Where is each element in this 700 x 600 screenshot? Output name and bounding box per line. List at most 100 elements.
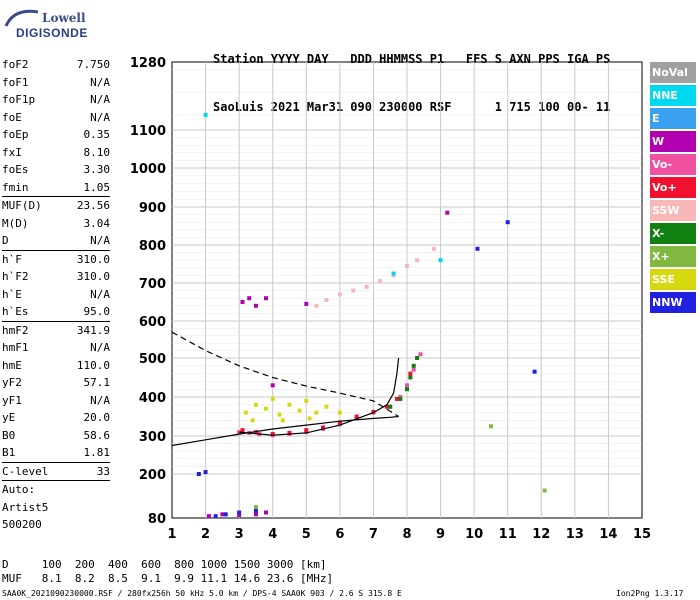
data-point-ssw [405,263,409,268]
data-point-w [237,513,242,518]
param-key: hmF1 [2,341,29,354]
data-point-x [415,356,420,360]
param-separator [2,196,110,197]
param-row: h`E N/A [2,286,110,304]
param-value: 110.0 [76,358,110,372]
data-point-ssw [314,303,319,308]
data-point-vo [270,432,275,437]
param-row: foF1p N/A [2,91,110,109]
y-tick-label: 1000 [130,162,166,177]
data-point-vo [411,367,416,372]
param-row: Artist5 [2,499,110,517]
data-point-ssw [378,279,383,284]
data-point-vo [394,396,399,401]
param-row: hmF2 341.9 [2,322,110,340]
param-row: h`F 310.0 [2,251,110,269]
param-key: fxI [2,145,22,159]
param-key: B0 [2,428,16,442]
param-row: h`Es 95.0 [2,303,110,321]
param-row: foEp 0.35 [2,126,110,144]
param-value: 341.9 [76,323,110,337]
param-key: Artist5 [2,500,49,514]
data-point-sse [243,410,248,415]
param-key: 500200 [2,518,42,531]
data-point-x [405,387,409,392]
param-value: 0.35 [83,128,111,141]
param-row: fxI 8.10 [2,144,110,162]
data-point-x [411,363,416,368]
param-value: 310.0 [76,270,110,283]
x-tick-label: 2 [201,527,210,542]
param-value: N/A [90,393,110,407]
data-point-w [247,296,252,301]
data-point-vo [240,428,245,433]
data-point-x [388,404,393,409]
legend-entry-nnw: NNW [650,292,696,313]
param-value: 1.05 [83,180,111,194]
footer-version: Ion2Png 1.3.17 [616,589,684,598]
x-tick-label: 8 [402,527,411,542]
logo-digisonde-text: DIGISONDE [16,26,88,40]
param-key: Auto: [2,483,36,496]
x-tick-label: 5 [302,527,311,542]
footer-muf-line: MUF 8.1 8.2 8.5 9.1 9.9 11.1 14.6 23.6 [… [2,572,334,585]
param-value: 23.56 [76,199,110,212]
param-row: D N/A [2,232,110,250]
data-point-w [445,210,450,215]
logo-lowell-text: Lowell [42,11,86,25]
data-point-sse [277,412,282,417]
param-row: yF1 N/A [2,392,110,410]
data-point-nnw [196,472,201,476]
param-value: 3.30 [83,163,111,176]
param-value: N/A [90,341,110,354]
data-point-w [220,512,225,517]
scaled-parameters-panel: foF2 7.750 foF1 N/A foF1p N/A foE N/A foEp 0.35 fx… [2,56,110,534]
y-tick-label: 800 [139,239,166,254]
legend-entry-noval: NoVal [650,62,696,83]
param-row: C-level 33 [2,463,110,481]
header-line-2: SaoLuis 2021 Mar31 090 230000 RSF 1 715 … [213,100,611,114]
y-tick-label: 200 [139,468,166,483]
param-key: foF1 [2,75,29,89]
data-point-sse [304,398,309,403]
legend-entry-nne: NNE [650,85,696,106]
virtual-height-trace-curve [239,357,400,436]
x-tick-label: 9 [436,527,445,542]
data-point-w [206,514,211,519]
data-point-vo [408,371,413,376]
data-point-sse [250,418,255,423]
param-value: 310.0 [76,252,110,266]
param-row: fmin 1.05 [2,179,110,197]
y-tick-label: 80 [148,512,166,527]
param-key: M(D) [2,216,29,230]
x-tick-label: 1 [167,527,176,542]
param-row: h`F2 310.0 [2,268,110,286]
param-key: D [2,234,9,247]
param-row: MUF(D) 23.56 [2,197,110,215]
legend-entry-e: E [650,108,696,129]
param-value: 20.0 [83,411,111,424]
param-key: h`Es [2,305,29,318]
data-point-ssw [431,246,436,251]
y-tick-label: 700 [139,277,166,292]
data-point-nnw [532,369,537,374]
data-point-vo [405,383,409,388]
data-point-ssw [351,288,356,293]
data-point-sse [280,418,285,423]
data-point-vo [418,352,423,357]
y-tick-label: 1100 [130,124,166,139]
param-separator [2,461,110,463]
data-point-nnw [253,508,258,513]
data-point-nnw [203,470,208,475]
lowell-digisonde-logo: Lowell DIGISONDE [4,6,104,46]
param-row: hmF1 N/A [2,339,110,357]
param-key: hmE [2,358,22,372]
data-point-vo [321,425,326,430]
param-key: foEs [2,163,29,176]
param-value: N/A [90,110,110,124]
footer-file-info: SAA0K_2021090230000.RSF / 280fx256h 50 k… [2,589,402,598]
param-row: foF2 7.750 [2,56,110,74]
data-point-nnw [505,220,510,225]
y-tick-label: 1280 [130,56,166,71]
